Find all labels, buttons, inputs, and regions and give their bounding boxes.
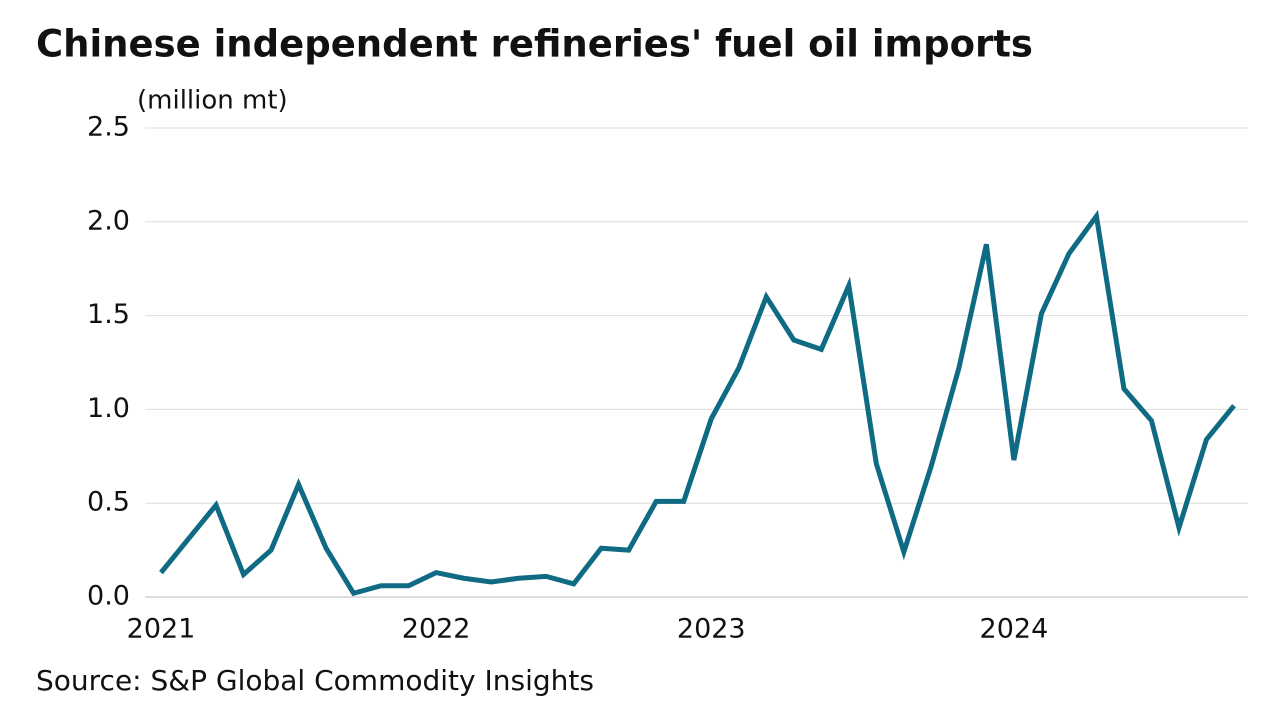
chart-subtitle: (million mt) — [137, 86, 288, 116]
data-line — [159, 209, 1236, 597]
y-tick-label: 2.5 — [87, 112, 130, 143]
y-tick-label: 0.0 — [87, 581, 130, 612]
y-tick-label: 0.5 — [87, 487, 130, 518]
x-tick-label: 2022 — [402, 614, 471, 645]
source: Source: S&P Global Commodity Insights — [36, 664, 594, 697]
chart-title: Chinese independent refineries' fuel oil… — [36, 23, 1033, 66]
y-tick-label: 1.0 — [87, 393, 130, 424]
x-tick-label: 2021 — [127, 614, 196, 645]
y-tick-label: 1.5 — [87, 299, 130, 330]
x-tick-label: 2023 — [677, 614, 746, 645]
y-tick-label: 2.0 — [87, 205, 130, 236]
x-tick-label: 2024 — [980, 614, 1049, 645]
